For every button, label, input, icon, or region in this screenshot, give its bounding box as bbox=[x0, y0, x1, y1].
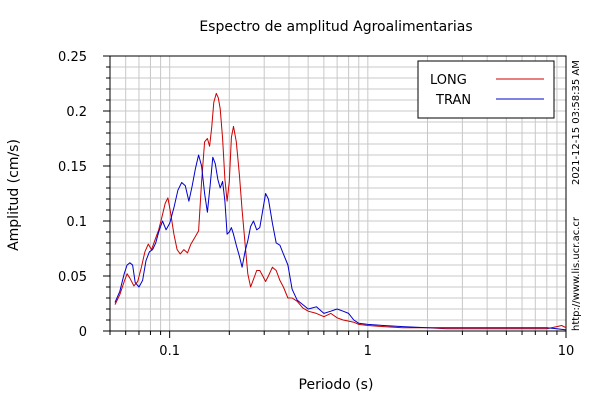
y-tick-label: 0.1 bbox=[66, 215, 87, 230]
y-tick-label: 0.25 bbox=[58, 50, 87, 65]
x-axis-ticks: 0.1 1 10 bbox=[109, 331, 575, 359]
side-label-timestamp: 2021-12-15 03:58:35 AM bbox=[571, 60, 582, 185]
y-tick-label: 0.2 bbox=[66, 105, 87, 120]
y-axis-label: Amplitud (cm/s) bbox=[6, 139, 22, 251]
series-lines bbox=[114, 92, 567, 331]
y-tick-label: 0 bbox=[79, 325, 87, 340]
plot-frame bbox=[109, 55, 567, 332]
chart-title: Espectro de amplitud Agroalimentarias bbox=[199, 19, 472, 35]
series-line-tran bbox=[114, 154, 567, 331]
y-tick-label: 0.15 bbox=[58, 160, 87, 175]
y-tick-label: 0.05 bbox=[58, 270, 87, 285]
x-tick-label: 10 bbox=[558, 344, 575, 359]
legend-label-tran: TRAN bbox=[435, 93, 471, 108]
series-line-long bbox=[114, 92, 567, 330]
side-label-url: http://www.lis.ucr.ac.cr bbox=[571, 216, 582, 331]
x-tick-label: 1 bbox=[364, 344, 372, 359]
x-axis-label: Periodo (s) bbox=[299, 377, 374, 393]
x-tick-label: 0.1 bbox=[159, 344, 180, 359]
y-axis-ticks: 0 0.05 0.1 0.15 0.2 0.25 bbox=[58, 50, 110, 340]
legend-label-long: LONG bbox=[430, 73, 467, 88]
legend: LONG TRAN bbox=[417, 60, 555, 119]
legend-box bbox=[417, 60, 555, 119]
